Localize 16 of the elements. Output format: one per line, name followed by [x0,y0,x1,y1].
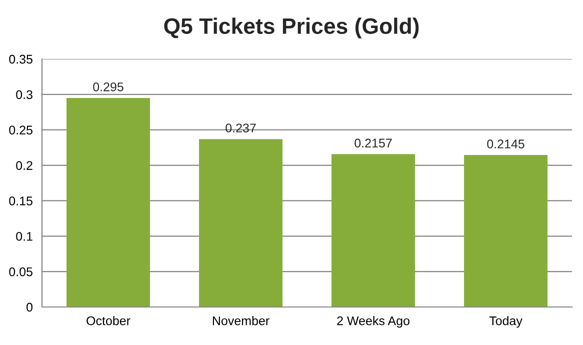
x-tick-label: Today [489,316,522,328]
y-tick-label: 0.35 [9,54,32,64]
chart-title: Q5 Tickets Prices (Gold) [164,18,419,38]
data-label: 0.2157 [354,138,392,148]
y-tick-label: 0.3 [16,90,32,100]
y-tick-label: 0.05 [9,267,32,276]
data-label: 0.2145 [487,140,524,148]
x-tick-label: 2 Weeks Ago [337,316,410,328]
x-tick-label: October [86,316,130,326]
x-tick-label: November [212,316,270,326]
y-tick-label: 0 [26,302,32,312]
y-tick-label: 0.15 [9,196,32,206]
data-label: 0.295 [93,82,124,92]
y-tick-label: 0.25 [9,126,32,135]
y-tick-label: 0.1 [16,232,32,241]
y-tick-label: 0.2 [16,161,32,170]
